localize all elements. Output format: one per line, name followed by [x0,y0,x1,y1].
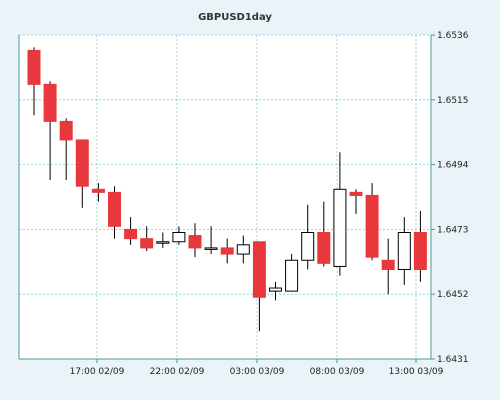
candle-body-down [252,241,266,298]
candle-body-down [108,191,121,227]
candle-body-up [397,231,411,271]
y-tick-label: 1.6515 [437,96,469,106]
candle-body-down [413,231,427,271]
candle-body-up [285,259,299,292]
candle-body-down [220,247,234,255]
candle-body-up [301,231,315,261]
x-tick-label: 13:00 03/09 [389,367,444,377]
y-tick-label: 1.6536 [437,31,469,41]
chart-title: GBPUSD1day [198,12,272,23]
x-tick-label: 03:00 03/09 [230,367,285,377]
candle-body-down [188,235,202,249]
candle-body-down [91,188,105,193]
x-tick-label: 08:00 03/09 [310,367,365,377]
candle-body-down [140,238,154,249]
candle-body-up [172,231,186,243]
candle-body-up [156,241,170,244]
plot-area [19,35,431,359]
candle-body-down [43,83,57,122]
candle-body-down [349,191,363,196]
x-tick-label: 17:00 02/09 [70,367,125,377]
candle-body-down [27,49,41,85]
candle-body-up [236,244,250,255]
y-tick-label: 1.6452 [437,290,469,300]
candle-body-up [333,188,347,267]
candle-body-up [204,247,218,250]
y-tick-label: 1.6494 [437,161,469,171]
candle-body-down [317,231,331,264]
candle-body-down [75,139,89,187]
candle-body-down [59,120,73,141]
candle-body-up [269,287,282,292]
candle-body-down [365,194,379,258]
y-tick-label: 1.6431 [437,355,469,365]
candle-body-down [381,259,395,271]
candle-body-down [124,228,138,240]
x-tick-label: 22:00 02/09 [150,367,205,377]
y-tick-label: 1.6473 [437,225,469,235]
